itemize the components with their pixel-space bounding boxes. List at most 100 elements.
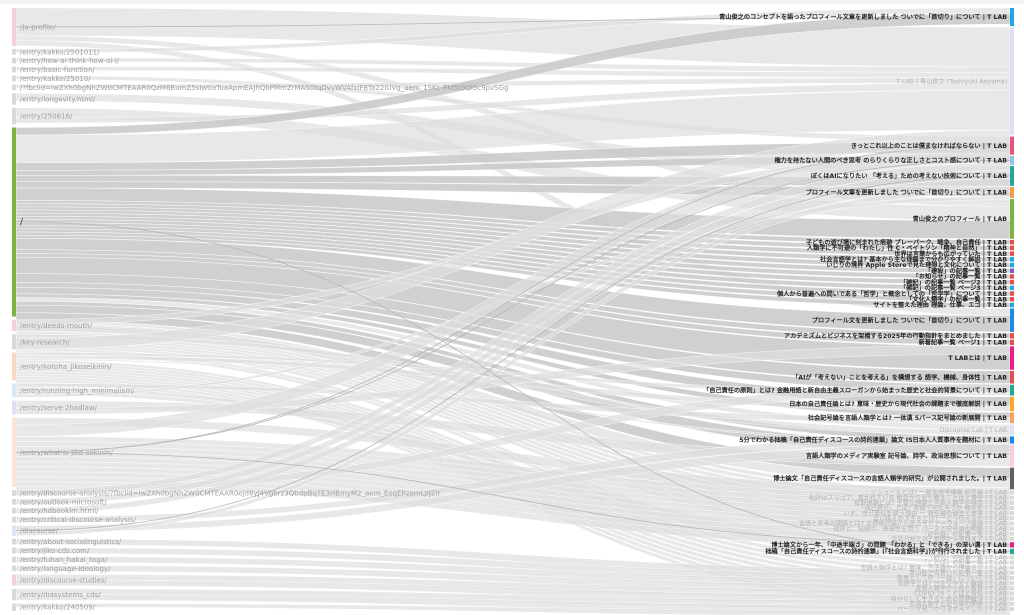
target-node[interactable] (1010, 297, 1014, 302)
target-node[interactable] (1010, 239, 1014, 245)
source-node[interactable] (12, 57, 16, 64)
source-node[interactable] (12, 525, 16, 536)
source-node[interactable] (12, 603, 16, 611)
target-node[interactable] (1010, 505, 1014, 510)
target-label: 言語人類学のメディア実験室 記号論、詩学、政治思想について | T LAB (806, 452, 1007, 461)
target-node[interactable] (1010, 279, 1014, 285)
target-node[interactable] (1010, 591, 1014, 596)
target-node[interactable] (1010, 384, 1014, 396)
target-node[interactable] (1010, 199, 1014, 239)
source-label: /entry/about-sociolinguistics/ (20, 538, 122, 546)
source-node[interactable] (12, 538, 16, 545)
target-node[interactable] (1010, 155, 1014, 165)
target-node[interactable] (1010, 245, 1014, 251)
source-node[interactable] (12, 565, 16, 572)
target-label: 日本の自己責任論とは? 意味・歴史から現代社会の課題まで徹底解説 | T LAB (789, 400, 1007, 409)
target-node[interactable] (1010, 500, 1014, 505)
target-node[interactable] (1010, 548, 1014, 555)
source-node[interactable] (12, 574, 16, 586)
target-node[interactable] (1010, 257, 1014, 262)
target-label: 敬意としての「ー話」について | T LAB (897, 574, 1007, 582)
target-node[interactable] (1010, 424, 1014, 436)
target-node[interactable] (1010, 136, 1014, 155)
target-node[interactable] (1010, 596, 1014, 601)
source-node[interactable] (12, 66, 16, 73)
target-node[interactable] (1010, 166, 1014, 186)
target-node[interactable] (1010, 542, 1014, 548)
target-node[interactable] (1010, 601, 1014, 606)
source-node[interactable] (12, 352, 16, 381)
target-node[interactable] (1010, 576, 1014, 581)
target-node[interactable] (1010, 346, 1014, 370)
target-node[interactable] (1010, 291, 1014, 296)
source-node[interactable] (12, 516, 16, 523)
target-node[interactable] (1010, 490, 1014, 495)
source-label: /entry/longevity.html/ (20, 96, 96, 104)
target-label: Discourse Lab | T LAB (940, 427, 1007, 434)
target-node[interactable] (1010, 251, 1014, 256)
target-node[interactable] (1010, 412, 1014, 424)
source-node[interactable] (12, 8, 16, 46)
target-node[interactable] (1010, 370, 1014, 384)
target-node[interactable] (1010, 581, 1014, 586)
target-node[interactable] (1010, 339, 1014, 346)
target-node[interactable] (1010, 586, 1014, 591)
target-labels: 青山俊之のコンセプトを語ったプロフィール文章を更新しました ついでに「首切り」に… (703, 13, 1007, 613)
target-node[interactable] (1010, 467, 1014, 490)
target-node[interactable] (1010, 302, 1014, 308)
target-node[interactable] (1010, 8, 1014, 27)
target-node[interactable] (1010, 268, 1014, 273)
target-node[interactable] (1010, 495, 1014, 500)
source-node[interactable] (12, 334, 16, 350)
source-node[interactable] (12, 588, 16, 601)
target-label: 「お知らせ」の記事一覧 | T LAB (913, 273, 1008, 282)
target-label: 青山俊之のコンセプトを語ったプロフィール文章を更新しました ついでに「首切り」に… (719, 13, 1007, 22)
target-label: 博士論文「自己責任ディスコースの言語人類学的研究」が公開されました。| T LA… (773, 475, 1007, 484)
target-label: 青山俊之の書いた記事一覧 | T LAB (909, 569, 1007, 577)
target-node[interactable] (1010, 262, 1014, 268)
source-label: /entry/outlook-microsoft/ (20, 498, 107, 506)
source-node[interactable] (12, 75, 16, 82)
target-node[interactable] (1010, 436, 1014, 444)
source-node[interactable] (12, 107, 16, 125)
source-node[interactable] (12, 84, 16, 91)
source-label: /entry/hdbooklm.html/ (20, 507, 99, 515)
source-node[interactable] (12, 319, 16, 332)
source-node[interactable] (12, 556, 16, 563)
target-node[interactable] (1010, 516, 1014, 521)
source-label: /entry/diasystems_cds/ (20, 591, 101, 599)
source-node[interactable] (12, 490, 16, 496)
source-node[interactable] (12, 507, 16, 514)
source-node[interactable] (12, 49, 16, 55)
source-node[interactable] (12, 127, 16, 317)
target-node[interactable] (1010, 607, 1014, 611)
source-node[interactable] (12, 417, 16, 487)
target-node[interactable] (1010, 187, 1014, 198)
target-node[interactable] (1010, 27, 1014, 136)
source-node[interactable] (12, 547, 16, 554)
source-node[interactable] (12, 400, 16, 415)
target-node[interactable] (1010, 274, 1014, 279)
target-node[interactable] (1010, 333, 1014, 339)
source-labels: /ja-profile//entry/kakko/2501011//entry/… (20, 23, 508, 611)
target-node[interactable] (1010, 521, 1014, 526)
target-node[interactable] (1010, 531, 1014, 536)
source-node[interactable] (12, 498, 16, 505)
target-node[interactable] (1010, 560, 1014, 565)
target-node[interactable] (1010, 511, 1014, 516)
target-node[interactable] (1010, 444, 1014, 467)
target-node[interactable] (1010, 555, 1014, 560)
target-node[interactable] (1010, 526, 1014, 531)
target-node[interactable] (1010, 570, 1014, 575)
target-label: 「記号論」の記事一覧 | T LAB (921, 530, 1007, 538)
target-node[interactable] (1010, 565, 1014, 570)
target-label: プロフィール文を更新しました ついでに「首切り」について | T LAB (812, 316, 1007, 325)
target-label: 自分らしく生きるための問題解決 | T LAB (890, 595, 1007, 603)
source-node[interactable] (12, 93, 16, 105)
source-label: /entry/running-high_minimalism/ (20, 387, 135, 395)
target-node[interactable] (1010, 396, 1014, 412)
target-node[interactable] (1010, 536, 1014, 541)
target-node[interactable] (1010, 308, 1014, 332)
source-node[interactable] (12, 383, 16, 398)
target-node[interactable] (1010, 285, 1014, 291)
